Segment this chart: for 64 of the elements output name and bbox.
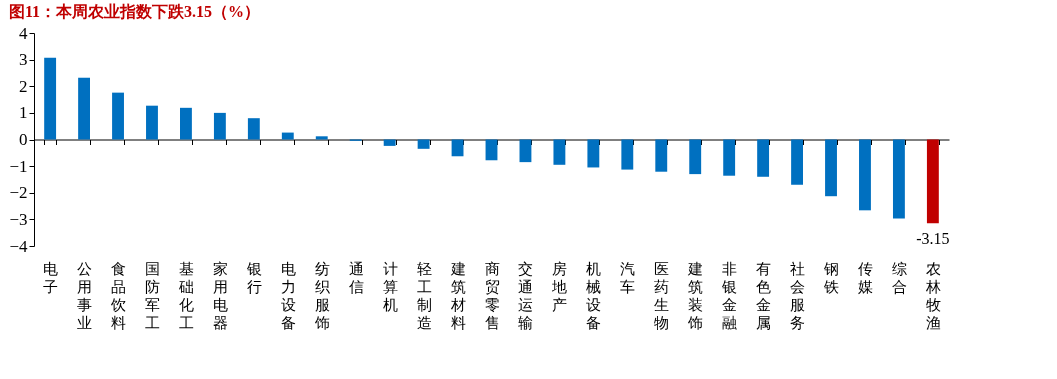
x-tick-label: 房地产	[551, 260, 568, 313]
bar	[655, 139, 668, 172]
y-tick-label: −2	[9, 183, 28, 203]
bar	[723, 139, 736, 176]
y-tick-label: −1	[9, 156, 28, 176]
bar	[791, 139, 804, 185]
y-tick-label: 3	[19, 50, 28, 70]
bar	[417, 139, 430, 149]
bar	[859, 139, 871, 211]
y-tick-label: −4	[9, 236, 28, 256]
x-tick-label: 汽车	[620, 260, 636, 295]
x-tick-label: 建筑材料	[449, 260, 466, 331]
bar	[621, 139, 634, 170]
x-tick-label: 交通运输	[518, 260, 534, 331]
bar	[519, 139, 532, 163]
x-tick-label: 基础化工	[177, 260, 194, 331]
bar	[587, 139, 600, 168]
bar	[315, 136, 328, 140]
x-tick-label: 公用事业	[77, 260, 93, 331]
x-tick-label: 纺织服饰	[313, 260, 330, 331]
bar	[553, 139, 566, 165]
bar	[485, 139, 498, 161]
x-tick-label: 国防军工	[144, 260, 160, 331]
bar	[179, 107, 192, 140]
bar	[213, 112, 226, 140]
x-tick-label: 有色金属	[756, 260, 772, 331]
bar	[825, 139, 837, 197]
bar	[383, 139, 396, 146]
bar	[892, 139, 905, 219]
data-label: -3.15	[916, 230, 950, 248]
y-tick-label: 4	[19, 23, 28, 43]
x-tick-label: 医药生物	[654, 260, 670, 331]
x-tick-label: 电力设备	[280, 260, 296, 331]
x-tick-label: 社会服务	[790, 260, 806, 331]
y-tick-label: −3	[9, 209, 28, 229]
x-tick-label: 通信	[348, 260, 364, 295]
bar	[247, 118, 260, 140]
x-tick-label: 农林牧渔	[924, 260, 941, 331]
bar	[281, 132, 294, 140]
bar	[689, 139, 702, 175]
chart-title: 图11：本周农业指数下跌3.15（%）	[8, 3, 261, 21]
x-tick-label: 建筑装饰	[687, 260, 704, 331]
x-tick-label: 传媒	[857, 260, 873, 295]
x-tick-label: 家用电器	[212, 260, 228, 331]
bar	[44, 57, 57, 140]
x-tick-label: 综合	[891, 260, 907, 295]
y-tick-label: 2	[19, 76, 28, 96]
x-tick-label: 钢铁	[823, 260, 840, 295]
bar	[78, 77, 91, 140]
x-tick-label: 机械设备	[586, 260, 602, 331]
x-tick-label: 电子	[43, 260, 59, 295]
x-tick-label: 轻工制造	[416, 260, 432, 331]
bar	[757, 139, 770, 177]
x-tick-label: 非银金融	[721, 260, 738, 331]
y-tick-label: 0	[19, 130, 28, 149]
bar	[926, 139, 939, 224]
bar	[112, 92, 124, 140]
x-tick-label: 食品饮料	[110, 260, 127, 331]
y-tick-label: 1	[19, 103, 28, 123]
x-tick-label: 商贸零售	[484, 260, 500, 331]
x-tick-label: 银行	[245, 260, 262, 295]
bar	[146, 105, 158, 140]
bar	[451, 139, 464, 157]
x-tick-label: 计算机	[382, 260, 398, 313]
